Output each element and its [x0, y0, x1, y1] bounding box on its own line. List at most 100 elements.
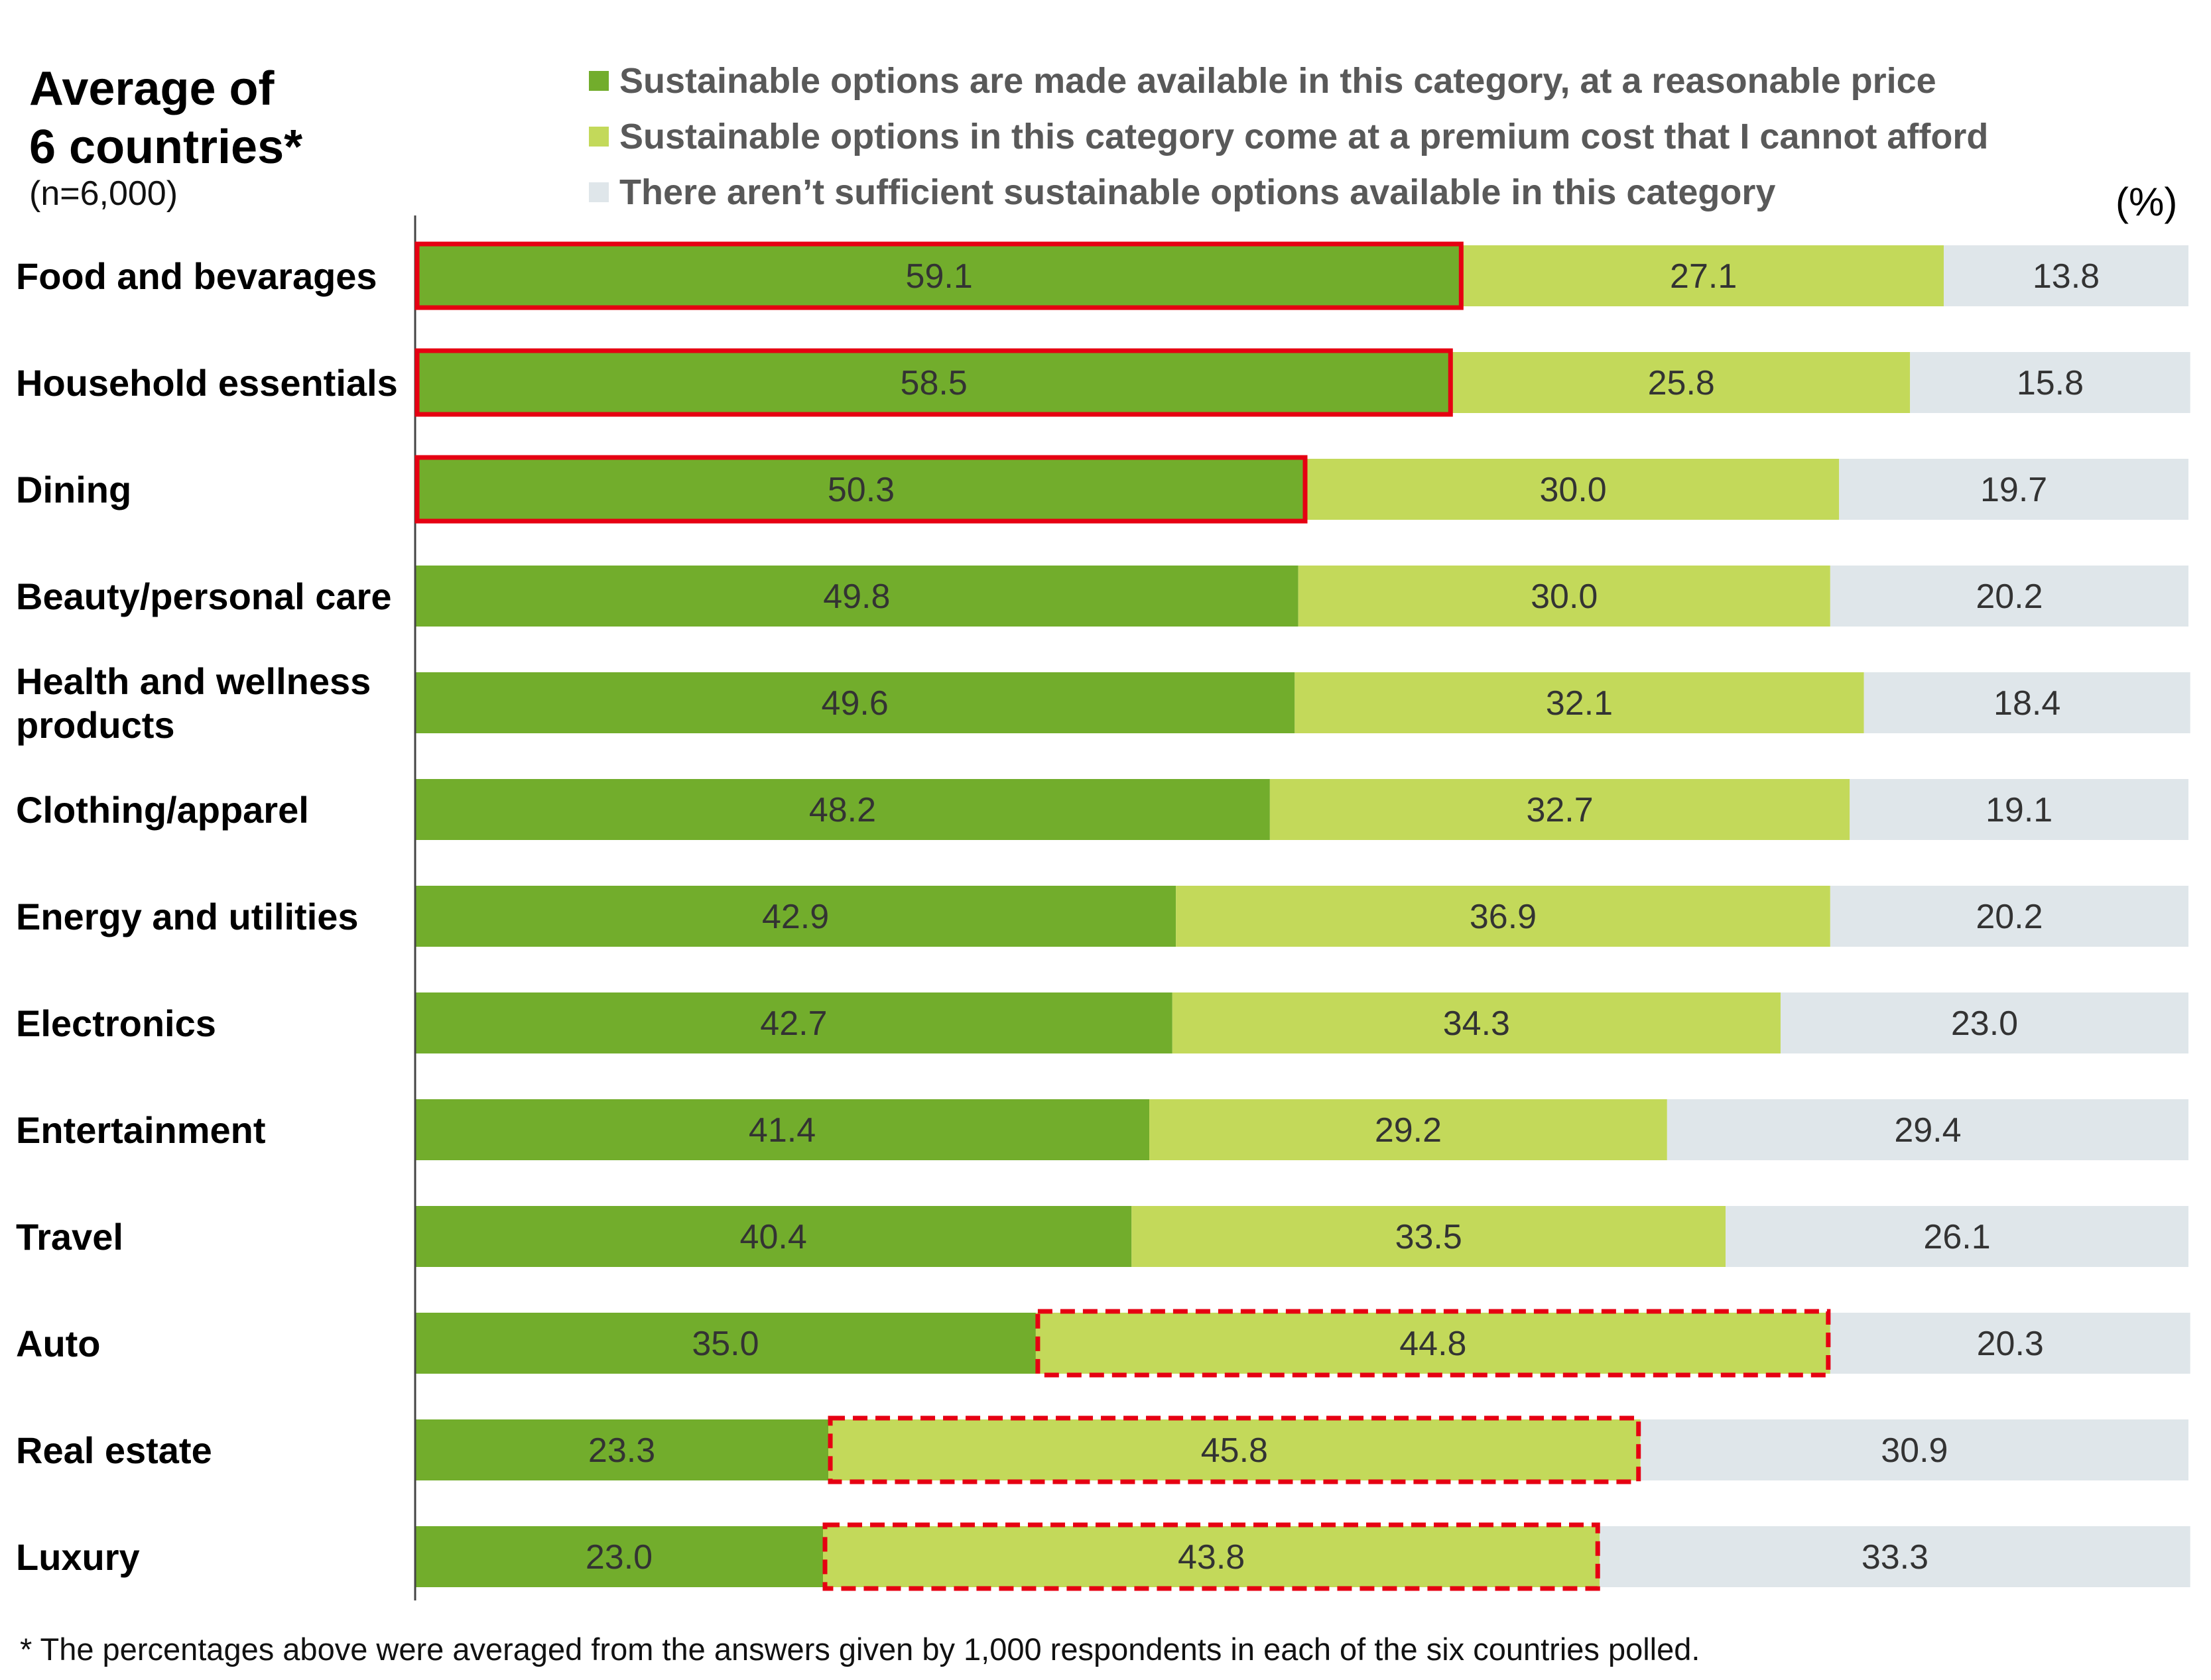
bar-segment-8-2: [1172, 992, 1781, 1053]
bar-segment-5-3: [1864, 672, 2190, 733]
legend: Sustainable options are made available i…: [589, 53, 1988, 220]
category-label-4: Beauty/personal care: [16, 575, 391, 617]
bar-segment-1-3: [1943, 245, 2188, 306]
bar-segment-9-3: [1667, 1099, 2188, 1160]
category-label-8: Electronics: [16, 1002, 216, 1044]
category-label-5-line-2: products: [16, 704, 175, 746]
legend-item-premium: Sustainable options in this category com…: [589, 109, 1988, 164]
data-label-9-2: 29.2: [1375, 1111, 1442, 1150]
highlight-box-4: [1035, 1309, 1831, 1378]
legend-swatch-premium: [589, 127, 609, 147]
data-label-7-1: 42.9: [762, 898, 829, 936]
bar-segment-11-3: [1830, 1313, 2190, 1374]
bar-segment-5-2: [1295, 672, 1864, 733]
title-line-2: 6 countries*: [29, 121, 303, 174]
data-label-8-3: 23.0: [1951, 1004, 2018, 1043]
footnote: * The percentages above were averaged fr…: [20, 1632, 1700, 1667]
bar-segment-3-3: [1839, 459, 2188, 520]
legend-swatch-reasonable: [589, 71, 609, 91]
bar-segment-11-2: [1035, 1313, 1830, 1374]
category-label-9: Entertainment: [16, 1109, 266, 1151]
data-label-6-1: 48.2: [809, 791, 876, 829]
bar-segment-12-1: [415, 1419, 829, 1480]
data-label-1-1: 59.1: [906, 257, 973, 296]
data-label-2-2: 25.8: [1648, 364, 1715, 402]
unit-label: (%): [2116, 180, 2178, 224]
bar-segment-7-3: [1830, 886, 2188, 947]
bar-segment-6-2: [1269, 779, 1850, 840]
category-label-2: Household essentials: [16, 362, 398, 404]
legend-item-insufficient: There aren’t sufficient sustainable opti…: [589, 164, 1988, 220]
bar-segment-11-1: [415, 1313, 1036, 1374]
category-label-12: Real estate: [16, 1429, 212, 1471]
bar-segment-1-2: [1463, 245, 1944, 306]
data-label-9-3: 29.4: [1894, 1111, 1961, 1150]
bar-segment-5-1: [415, 672, 1295, 733]
bar-segment-13-2: [823, 1526, 1600, 1587]
bar-segment-2-1: [415, 352, 1453, 413]
bar-segment-4-2: [1298, 566, 1830, 627]
bar-segment-6-3: [1850, 779, 2188, 840]
data-label-4-2: 30.0: [1531, 577, 1598, 616]
bar-segment-2-2: [1452, 352, 1911, 413]
data-label-5-3: 18.4: [1993, 684, 2060, 723]
bar-segment-8-3: [1780, 992, 2188, 1053]
legend-swatch-insufficient: [589, 182, 609, 202]
data-label-12-1: 23.3: [588, 1431, 655, 1470]
bar-segment-13-3: [1600, 1526, 2190, 1587]
bar-segment-10-3: [1726, 1206, 2188, 1267]
data-label-2-3: 15.8: [2017, 364, 2084, 402]
data-label-9-1: 41.4: [749, 1111, 816, 1150]
category-label-11: Auto: [16, 1323, 101, 1364]
data-label-8-1: 42.7: [760, 1004, 827, 1043]
category-label-13: Luxury: [16, 1536, 140, 1578]
data-label-2-1: 58.5: [901, 364, 968, 402]
data-label-10-3: 26.1: [1923, 1218, 1990, 1256]
legend-label-insufficient: There aren’t sufficient sustainable opti…: [619, 172, 1776, 212]
data-label-4-1: 49.8: [823, 577, 890, 616]
category-label-10: Travel: [16, 1216, 123, 1258]
category-label-5-line-1: Health and wellness: [16, 660, 371, 702]
bar-segment-3-1: [415, 459, 1308, 520]
data-label-12-3: 30.9: [1881, 1431, 1948, 1470]
bar-segment-7-2: [1176, 886, 1830, 947]
highlight-box-2: [414, 348, 1453, 417]
bar-segment-4-1: [415, 566, 1298, 627]
data-label-10-1: 40.4: [740, 1218, 807, 1256]
category-label-6: Clothing/apparel: [16, 789, 309, 831]
legend-label-premium: Sustainable options in this category com…: [619, 117, 1989, 156]
bar-segment-4-3: [1830, 566, 2188, 627]
data-label-7-2: 36.9: [1470, 898, 1537, 936]
data-label-3-2: 30.0: [1540, 471, 1607, 509]
bar-segment-12-2: [828, 1419, 1641, 1480]
category-label-7: Energy and utilities: [16, 896, 359, 937]
data-label-8-2: 34.3: [1443, 1004, 1510, 1043]
data-label-1-3: 13.8: [2033, 257, 2100, 296]
data-label-11-1: 35.0: [692, 1325, 759, 1363]
bar-segment-13-1: [415, 1526, 824, 1587]
highlight-box-5: [828, 1415, 1641, 1484]
data-label-11-2: 44.8: [1399, 1325, 1466, 1363]
bar-segment-6-1: [415, 779, 1270, 840]
bar-segment-9-1: [415, 1099, 1150, 1160]
stacked-bar-chart: 59.1 27.1 13.8 Food and bevarages 58.5 25.8 15…: [16, 215, 2190, 1600]
bar-segment-10-1: [415, 1206, 1132, 1267]
bar-segment-7-1: [415, 886, 1176, 947]
bar-segment-3-2: [1307, 459, 1840, 520]
data-label-5-2: 32.1: [1546, 684, 1613, 723]
bar-segment-9-2: [1149, 1099, 1667, 1160]
data-label-13-1: 23.0: [586, 1538, 653, 1577]
bar-segment-12-3: [1640, 1419, 2188, 1480]
data-label-4-3: 20.2: [1976, 577, 2043, 616]
bar-segment-8-1: [415, 992, 1172, 1053]
bar-segment-2-3: [1910, 352, 2190, 413]
category-label-3: Dining: [16, 469, 131, 510]
data-label-13-2: 43.8: [1178, 1538, 1245, 1577]
data-label-13-3: 33.3: [1862, 1538, 1928, 1577]
data-label-11-3: 20.3: [1977, 1325, 2044, 1363]
category-label-1: Food and bevarages: [16, 255, 377, 297]
data-label-5-1: 49.6: [822, 684, 889, 723]
sample-size: (n=6,000): [29, 174, 178, 213]
data-label-12-2: 45.8: [1201, 1431, 1268, 1470]
highlight-box-6: [822, 1522, 1600, 1591]
